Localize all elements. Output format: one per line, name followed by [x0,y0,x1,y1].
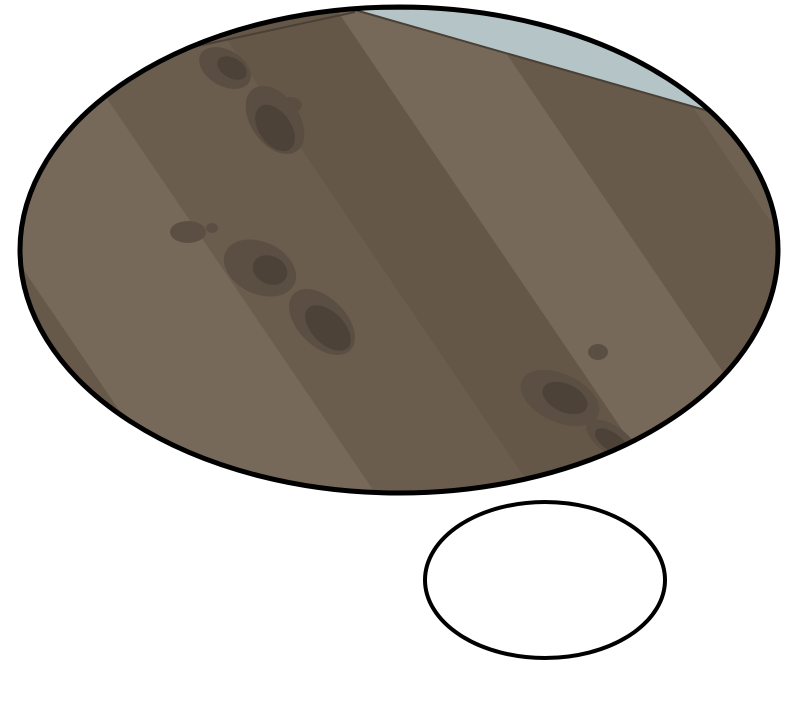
footprint-tread [217,56,351,351]
floor-plank-dark [470,7,778,493]
floor-scene [20,7,778,493]
thought-bubble-tail [423,500,667,660]
floor-plank [40,7,540,493]
wall-edge [354,9,713,113]
floor-plank-light [330,7,778,493]
thought-bubble [17,4,781,496]
floor-plank-light [20,7,380,493]
